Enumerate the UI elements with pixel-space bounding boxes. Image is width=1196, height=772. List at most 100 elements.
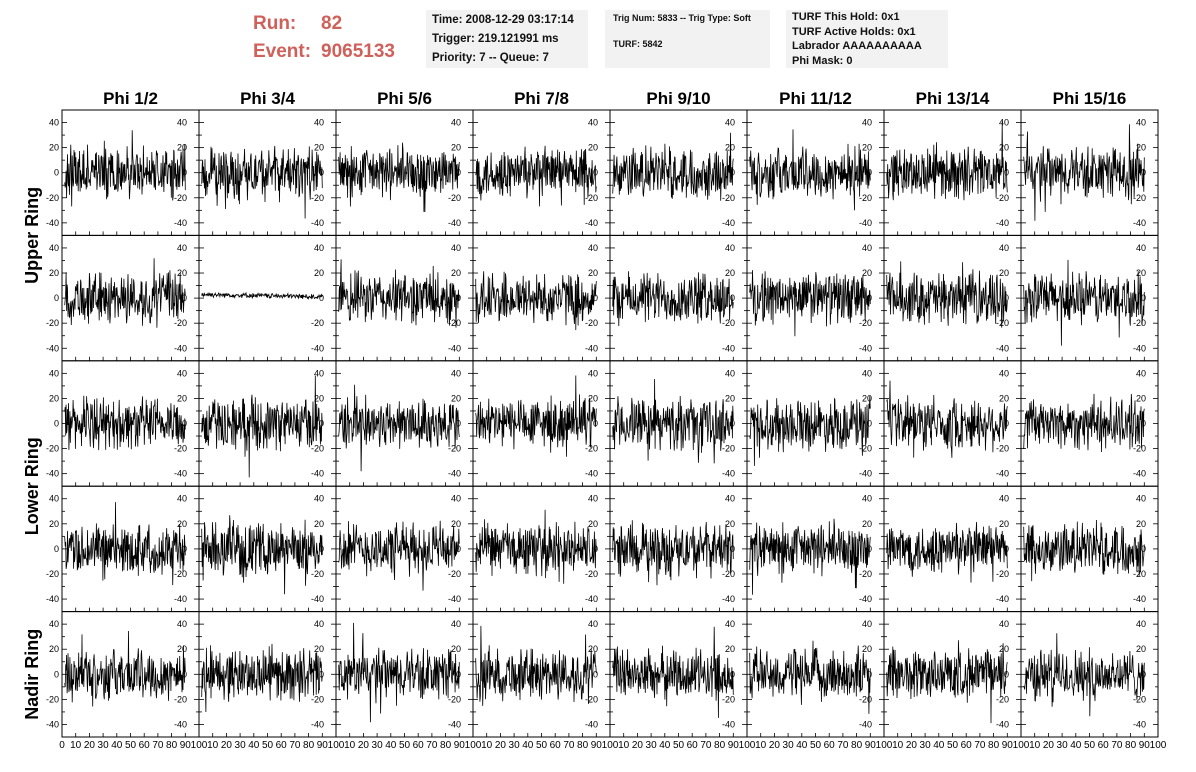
waveform-trace — [64, 395, 186, 451]
waveform-trace — [475, 509, 597, 584]
y-tick-label: 20 — [725, 393, 735, 403]
y-axis-label: -40 — [46, 218, 59, 228]
x-tick-label: 100 — [876, 740, 893, 751]
waveform-trace — [475, 145, 597, 207]
column-header: Phi 3/4 — [240, 89, 295, 108]
x-tick-label: 10 — [755, 740, 767, 751]
y-tick-label: -40 — [311, 218, 324, 228]
x-tick-label: 80 — [577, 740, 589, 751]
y-tick-label: 20 — [1136, 644, 1146, 654]
y-tick-label: 40 — [725, 368, 735, 378]
waveform-trace — [338, 142, 460, 213]
y-tick-label: 20 — [588, 143, 598, 153]
y-tick-label: -20 — [448, 694, 461, 704]
row-label: Upper Ring — [22, 187, 42, 284]
y-tick-label: 40 — [999, 243, 1009, 253]
x-tick-label: 50 — [262, 740, 274, 751]
y-axis-label: 40 — [49, 619, 59, 629]
y-tick-label: -20 — [722, 444, 735, 454]
x-tick-label: 10 — [207, 740, 219, 751]
y-tick-label: 40 — [177, 118, 187, 128]
x-tick-label: 100 — [602, 740, 619, 751]
x-tick-label: 60 — [961, 740, 973, 751]
turf-text: TURF: 5842 — [613, 39, 663, 49]
y-tick-label: -40 — [722, 343, 735, 353]
y-tick-label: -40 — [996, 343, 1009, 353]
waveform-trace — [1023, 393, 1145, 453]
y-tick-label: 40 — [1136, 619, 1146, 629]
y-tick-label: -40 — [448, 343, 461, 353]
x-tick-label: 50 — [810, 740, 822, 751]
y-tick-label: 20 — [999, 268, 1009, 278]
waveform-trace — [338, 622, 460, 723]
x-tick-label: 60 — [139, 740, 151, 751]
event-value: 9065133 — [321, 41, 395, 62]
x-tick-label: 20 — [1043, 740, 1055, 751]
y-axis-label: 0 — [54, 293, 59, 303]
y-tick-label: 20 — [862, 519, 872, 529]
y-tick-label: 40 — [588, 243, 598, 253]
y-tick-label: 20 — [451, 393, 461, 403]
labrador-text: Labrador AAAAAAAAAA — [792, 40, 922, 52]
y-tick-label: 20 — [314, 393, 324, 403]
x-tick-label: 100 — [328, 740, 345, 751]
y-tick-label: 40 — [862, 118, 872, 128]
y-tick-label: 20 — [177, 143, 187, 153]
row-label: Lower Ring — [22, 437, 42, 535]
y-tick-label: 20 — [314, 268, 324, 278]
y-tick-label: 20 — [725, 644, 735, 654]
y-tick-label: -40 — [1133, 469, 1146, 479]
y-tick-label: -40 — [311, 343, 324, 353]
y-tick-label: -40 — [174, 218, 187, 228]
y-tick-label: 20 — [177, 644, 187, 654]
y-tick-label: -20 — [311, 444, 324, 454]
y-tick-label: -40 — [1133, 343, 1146, 353]
x-tick-label: 90 — [728, 740, 740, 751]
y-tick-label: -20 — [448, 193, 461, 203]
y-axis-label: 0 — [54, 544, 59, 554]
x-tick-label: 60 — [413, 740, 425, 751]
x-tick-label: 80 — [440, 740, 452, 751]
y-tick-label: 20 — [862, 393, 872, 403]
x-tick-label: 50 — [399, 740, 411, 751]
y-tick-label: 40 — [862, 243, 872, 253]
y-tick-label: -20 — [585, 569, 598, 579]
y-tick-label: -40 — [585, 343, 598, 353]
x-tick-label: 10 — [481, 740, 493, 751]
column-header: Phi 1/2 — [103, 89, 158, 108]
y-tick-label: -20 — [174, 694, 187, 704]
waveform-trace — [338, 259, 460, 328]
header-info-panel: Time: 2008-12-29 03:17:14 Trigger: 219.1… — [426, 10, 588, 68]
waveform-trace — [886, 521, 1008, 583]
x-tick-label: 40 — [111, 740, 123, 751]
x-tick-label: 30 — [98, 740, 110, 751]
x-tick-label: 70 — [837, 740, 849, 751]
y-axis-label: -40 — [46, 594, 59, 604]
y-tick-label: -40 — [996, 594, 1009, 604]
waveform-trace — [64, 502, 186, 586]
waveform-trace — [749, 396, 871, 466]
y-axis-label: 0 — [54, 669, 59, 679]
x-tick-label: 70 — [563, 740, 575, 751]
waveform-trace — [612, 132, 734, 201]
y-tick-label: 20 — [177, 519, 187, 529]
y-tick-label: -20 — [1133, 444, 1146, 454]
y-tick-label: -20 — [448, 444, 461, 454]
y-tick-label: 20 — [588, 644, 598, 654]
waveform-trace — [475, 375, 597, 457]
y-tick-label: -40 — [448, 469, 461, 479]
y-tick-label: 0 — [867, 669, 872, 679]
x-tick-label: 50 — [947, 740, 959, 751]
y-tick-label: 20 — [999, 519, 1009, 529]
y-tick-label: -40 — [1133, 218, 1146, 228]
y-tick-label: -20 — [448, 318, 461, 328]
y-axis-label: -40 — [46, 343, 59, 353]
y-tick-label: -40 — [585, 469, 598, 479]
y-tick-label: -20 — [722, 694, 735, 704]
column-header: Phi 11/12 — [779, 89, 852, 108]
phi-mask-text: Phi Mask: 0 — [792, 54, 853, 67]
y-tick-label: 40 — [725, 494, 735, 504]
trig-num-text: Trig Num: 5833 -- Trig Type: Soft — [613, 13, 751, 23]
waveform-trace — [201, 291, 323, 301]
x-tick-label: 30 — [1057, 740, 1069, 751]
